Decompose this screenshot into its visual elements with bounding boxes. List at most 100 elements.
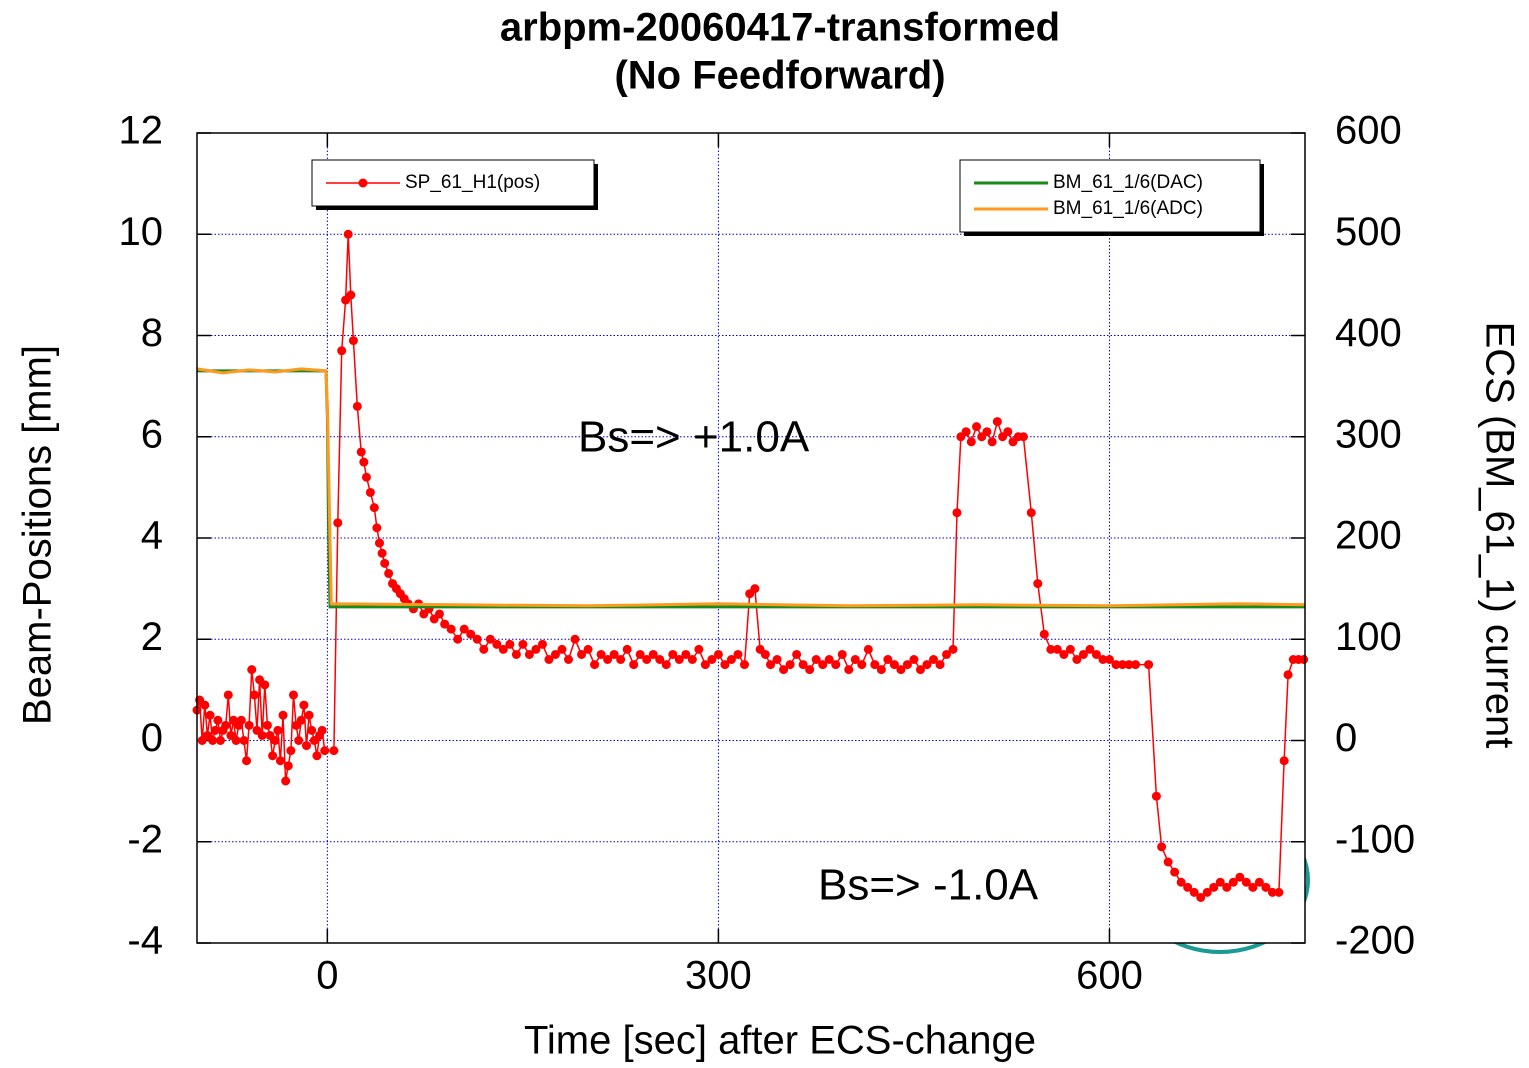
data-point — [275, 756, 285, 766]
annotation: Bs=> +1.0A — [578, 413, 810, 462]
data-point — [247, 665, 257, 675]
data-point — [369, 503, 379, 513]
data-point — [982, 427, 992, 437]
data-point — [1052, 644, 1062, 654]
data-point — [511, 649, 521, 659]
data-point — [1026, 508, 1036, 518]
data-point — [1091, 649, 1101, 659]
data-point — [966, 437, 976, 447]
data-point — [935, 660, 945, 670]
y-tick-label: 4 — [141, 514, 163, 558]
data-point — [384, 568, 394, 578]
data-point — [299, 700, 309, 710]
data-point — [681, 649, 691, 659]
y-tick-label: 2 — [141, 615, 163, 659]
data-point — [557, 644, 567, 654]
data-point — [466, 629, 476, 639]
data-point — [863, 644, 873, 654]
plot-frame — [196, 132, 1306, 944]
data-point — [356, 447, 366, 457]
data-point — [440, 619, 450, 629]
data-point — [987, 437, 997, 447]
data-point — [876, 665, 886, 675]
data-point — [1261, 882, 1271, 892]
data-point — [262, 720, 272, 730]
data-point — [1283, 670, 1293, 680]
data-point — [550, 649, 560, 659]
data-point — [348, 336, 358, 346]
data-point — [577, 649, 587, 659]
data-point — [824, 655, 834, 664]
data-point — [622, 644, 632, 654]
data-point — [1131, 660, 1141, 670]
data-point — [434, 609, 444, 619]
data-point — [1111, 660, 1121, 670]
data-point — [785, 660, 795, 670]
data-point — [531, 644, 541, 654]
data-point — [1085, 644, 1095, 654]
data-point — [642, 655, 652, 664]
data-point — [674, 655, 684, 664]
data-point — [361, 472, 371, 482]
y2-tick-label: 600 — [1335, 109, 1402, 153]
data-point — [365, 487, 375, 497]
data-point — [210, 725, 220, 735]
data-point — [1151, 791, 1161, 801]
data-point — [294, 736, 304, 745]
data-point — [889, 660, 899, 670]
data-point — [296, 715, 306, 725]
data-point — [213, 715, 223, 725]
data-point — [1078, 649, 1088, 659]
y-axis-label: Beam-Positions [mm] — [16, 345, 60, 725]
data-point — [1241, 877, 1251, 887]
data-point — [257, 730, 267, 740]
data-point — [616, 655, 626, 664]
data-point — [337, 346, 347, 356]
data-point — [870, 660, 880, 670]
data-point — [1299, 655, 1309, 664]
data-point — [239, 736, 249, 745]
y-tick-label: -4 — [127, 919, 163, 963]
data-point — [208, 736, 218, 745]
data-point — [343, 229, 353, 239]
data-point — [570, 634, 580, 644]
data-point — [377, 548, 387, 558]
data-point — [268, 751, 278, 761]
data-point — [244, 720, 254, 730]
data-point — [537, 639, 547, 649]
data-point — [223, 690, 233, 700]
y-tick-label: 8 — [141, 311, 163, 355]
data-point — [524, 649, 534, 659]
data-point — [805, 665, 815, 675]
x-axis-label: Time [sec] after ECS-change — [524, 1019, 1036, 1063]
y2-tick-label: 300 — [1335, 412, 1402, 456]
data-point — [590, 660, 600, 670]
data-point — [713, 649, 723, 659]
data-point — [1183, 882, 1193, 892]
data-point — [596, 649, 606, 659]
data-point — [720, 660, 730, 670]
data-point — [352, 401, 362, 411]
data-point — [283, 761, 293, 771]
data-point — [818, 660, 828, 670]
data-point — [485, 634, 495, 644]
data-point — [359, 457, 369, 467]
y2-tick-label: 500 — [1335, 210, 1402, 254]
data-point — [492, 639, 502, 649]
data-point — [831, 660, 841, 670]
data-point — [850, 655, 860, 664]
data-point — [811, 655, 821, 664]
y-tick-label: 10 — [119, 210, 164, 254]
y2-tick-label: 0 — [1335, 716, 1357, 760]
y2-tick-label: -200 — [1335, 919, 1415, 963]
data-point — [726, 655, 736, 664]
data-point — [687, 655, 697, 664]
x-tick-label: 600 — [1076, 954, 1143, 998]
data-point — [1059, 649, 1069, 659]
data-point — [236, 715, 246, 725]
data-point — [1189, 887, 1199, 897]
data-point — [1124, 660, 1134, 670]
data-point — [544, 655, 554, 664]
chart-subtitle: (No Feedforward) — [614, 54, 945, 98]
x-tick-label: 300 — [685, 954, 752, 998]
